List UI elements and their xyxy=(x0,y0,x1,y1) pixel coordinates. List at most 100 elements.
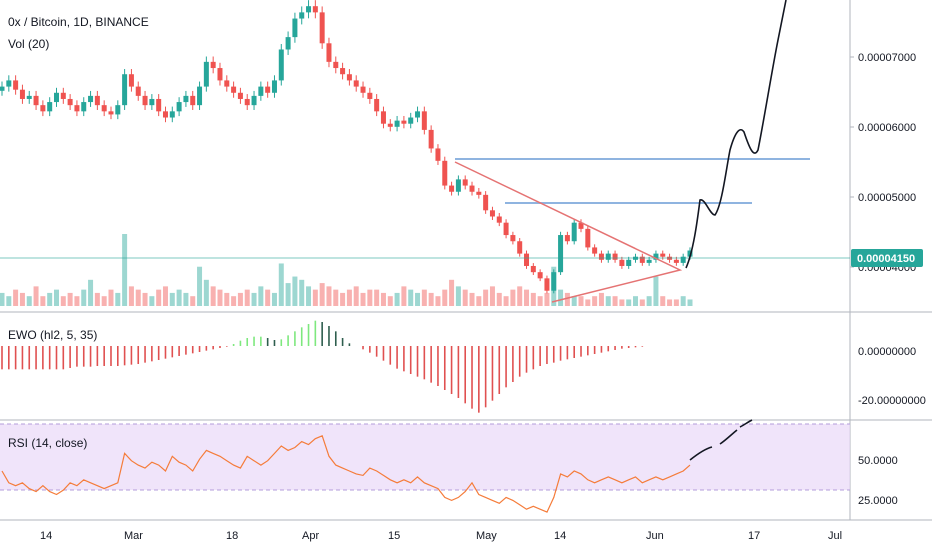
ewo-histogram xyxy=(1,320,644,413)
candle-body xyxy=(162,111,168,118)
volume-bar xyxy=(469,292,475,306)
volume-bar xyxy=(217,289,223,306)
triangle-pattern[interactable] xyxy=(454,161,683,303)
candle-body xyxy=(94,95,100,106)
candle-body xyxy=(592,247,598,254)
volume-bar xyxy=(578,296,584,306)
volume-bar xyxy=(558,289,564,306)
candle-body xyxy=(271,80,277,93)
candle-body xyxy=(421,111,427,130)
volume-bar xyxy=(626,299,632,306)
candle-body xyxy=(190,95,196,106)
candle-body xyxy=(564,235,570,242)
candle-body xyxy=(197,86,203,106)
volume-bar xyxy=(237,292,243,306)
volume-bar xyxy=(394,292,400,306)
candle-body xyxy=(122,74,128,106)
volume-bar xyxy=(169,292,175,306)
candle-body xyxy=(346,74,352,81)
volume-bar xyxy=(667,299,673,306)
candle-body xyxy=(135,86,141,96)
volume-bar xyxy=(292,276,298,306)
rsi-projection-drawing[interactable] xyxy=(689,419,753,461)
volume-bar xyxy=(19,292,25,306)
candle-body xyxy=(101,105,107,112)
volume-bar xyxy=(401,286,407,306)
candle-body xyxy=(374,98,380,112)
ewo-label: EWO (hl2, 5, 35) xyxy=(8,328,97,342)
volume-bar xyxy=(306,286,312,306)
candle-body xyxy=(585,228,591,248)
volume-bar xyxy=(244,289,250,306)
candle-body xyxy=(319,12,325,44)
volume-bar xyxy=(33,286,39,306)
candle-body xyxy=(680,256,686,263)
volume-bar xyxy=(428,292,434,306)
volume-bar xyxy=(646,296,652,306)
candle-body xyxy=(285,37,291,50)
rsi-axis[interactable]: 50.0000 25.0000 xyxy=(858,455,898,507)
candle-body xyxy=(26,95,32,99)
rsi-tick: 25.0000 xyxy=(858,495,898,507)
candle-body xyxy=(510,235,516,242)
time-tick: 14 xyxy=(554,530,566,542)
volume-bar xyxy=(319,283,325,306)
volume-bar xyxy=(571,296,577,306)
volume-bar xyxy=(633,296,639,306)
volume-bar xyxy=(122,234,128,306)
candle-body xyxy=(203,61,209,87)
candle-body xyxy=(183,95,189,103)
candle-body xyxy=(81,102,87,112)
volume-bar xyxy=(510,289,516,306)
candle-body xyxy=(442,160,448,186)
candle-body xyxy=(210,61,216,69)
last-price-badge xyxy=(851,249,923,267)
candle-body xyxy=(483,194,489,211)
volume-bar xyxy=(258,286,264,306)
volume-bar xyxy=(74,296,80,306)
volume-bar xyxy=(149,296,155,306)
volume-bar xyxy=(442,289,448,306)
volume-bar xyxy=(380,292,386,306)
volume-bar xyxy=(673,299,679,306)
candle-body xyxy=(551,272,557,291)
candle-body xyxy=(142,95,148,106)
time-tick: May xyxy=(476,530,497,542)
volume-bar xyxy=(271,292,277,306)
volume-bar xyxy=(128,286,134,306)
volume-bar xyxy=(598,292,604,306)
volume-bar xyxy=(503,296,509,306)
volume-bar xyxy=(53,289,59,306)
volume-bar xyxy=(312,289,318,306)
projection-drawing[interactable] xyxy=(685,0,787,269)
time-tick: 18 xyxy=(226,530,238,542)
time-tick: Mar xyxy=(124,530,143,542)
volume-bar xyxy=(564,292,570,306)
volume-bar xyxy=(592,296,598,306)
candle-body xyxy=(265,86,271,93)
price-axis[interactable]: 0.00007000 0.00006000 0.00005000 0.00004… xyxy=(850,52,923,274)
volume-bar xyxy=(251,292,257,306)
time-tick: 15 xyxy=(388,530,400,542)
candle-body xyxy=(578,222,584,229)
rsi-label: RSI (14, close) xyxy=(8,436,87,450)
volume-bar xyxy=(278,263,284,306)
time-axis[interactable]: 14 Mar 18 Apr 15 May 14 Jun 17 Jul xyxy=(40,530,842,542)
candle-body xyxy=(312,6,318,13)
candle-body xyxy=(306,6,312,13)
volume-bar xyxy=(639,299,645,306)
candle-body xyxy=(156,98,162,112)
volume-bar xyxy=(449,279,455,306)
candle-body xyxy=(673,259,679,263)
volume-bar xyxy=(190,296,196,306)
candle-body xyxy=(326,43,332,62)
ewo-axis[interactable]: 0.00000000 -20.00000000 xyxy=(858,346,926,407)
volume-bar xyxy=(387,296,393,306)
symbol-title: 0x / Bitcoin, 1D, BINANCE xyxy=(8,15,149,29)
candle-body xyxy=(19,89,25,99)
volume-bar xyxy=(210,286,216,306)
price-tick: 0.00005000 xyxy=(858,192,916,204)
candle-body xyxy=(626,259,632,266)
candle-body xyxy=(47,102,53,112)
